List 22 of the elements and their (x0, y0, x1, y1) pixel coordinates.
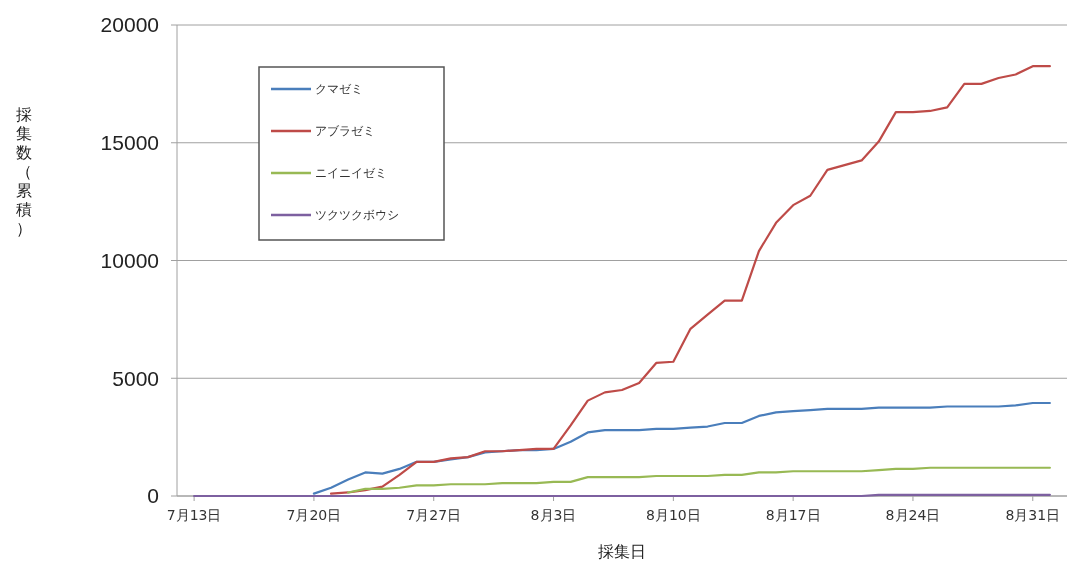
x-tick-label: 8月3日 (530, 507, 577, 523)
x-tick-label: 8月24日 (885, 507, 941, 523)
legend-label: アブラゼミ (315, 124, 375, 139)
legend-label: ツクツクボウシ (315, 208, 399, 223)
y-axis-title: 採集数（累積） (16, 106, 32, 237)
line-series (312, 401, 1051, 495)
y-tick-label: 20000 (100, 13, 159, 37)
x-axis-title: 採集日 (598, 543, 646, 560)
line-series (329, 65, 1051, 495)
line-series (347, 466, 1051, 494)
y-tick-label: 10000 (100, 248, 159, 272)
x-tick-label: 7月13日 (166, 507, 222, 523)
x-tick-label: 8月31日 (1005, 507, 1061, 523)
legend-label: クマゼミ (315, 82, 363, 97)
y-tick-label: 0 (147, 484, 159, 508)
x-tick-label: 8月10日 (645, 507, 701, 523)
y-tick-label: 15000 (100, 131, 159, 155)
x-tick-label: 7月27日 (406, 507, 462, 523)
x-tick-label: 7月20日 (286, 507, 342, 523)
x-tick-label: 8月17日 (765, 507, 821, 523)
y-tick-label: 5000 (112, 366, 159, 390)
legend-label: ニイニイゼミ (315, 166, 387, 181)
